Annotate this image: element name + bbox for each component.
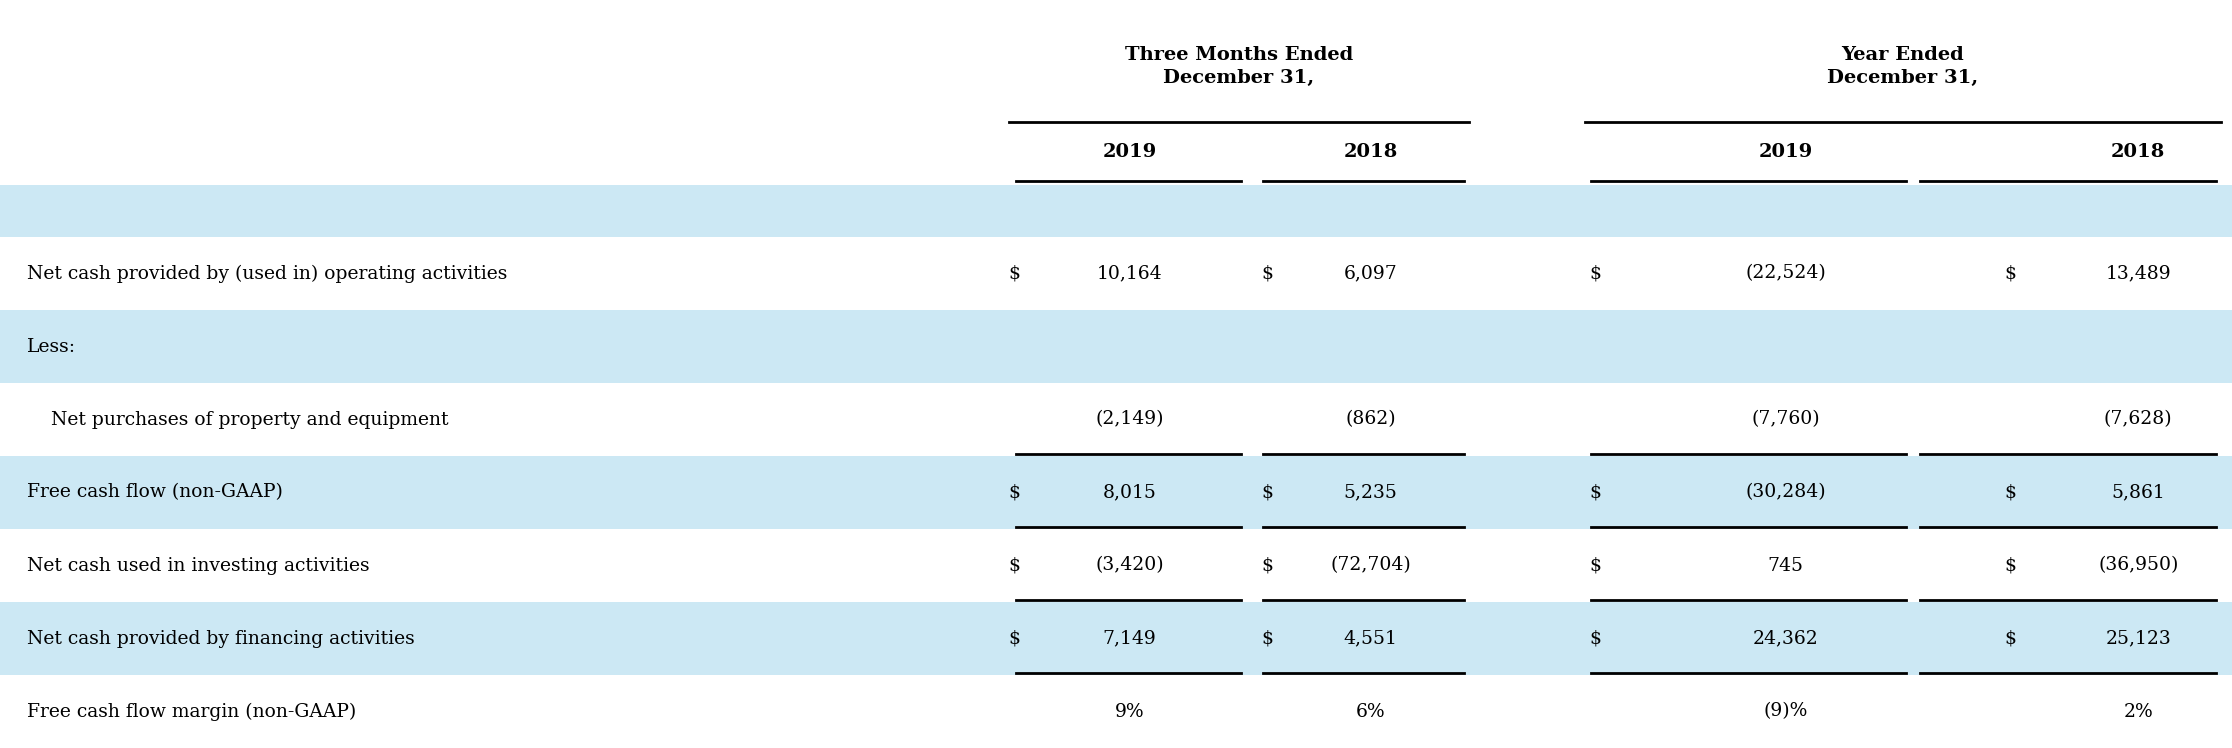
Text: $: $ <box>1589 265 1600 283</box>
Text: $: $ <box>2004 265 2015 283</box>
Bar <box>0 602 2232 675</box>
Text: 2%: 2% <box>2123 702 2154 720</box>
Text: 2019: 2019 <box>1103 143 1156 161</box>
Text: (30,284): (30,284) <box>1745 483 1826 501</box>
Bar <box>0 529 2232 602</box>
Text: $: $ <box>1589 557 1600 574</box>
Text: $: $ <box>1589 483 1600 501</box>
Text: Less:: Less: <box>27 337 76 355</box>
Text: (7,760): (7,760) <box>1752 411 1819 429</box>
Text: (72,704): (72,704) <box>1330 557 1411 574</box>
Text: $: $ <box>1261 483 1272 501</box>
Text: $: $ <box>2004 630 2015 648</box>
Text: 4,551: 4,551 <box>1344 630 1397 648</box>
Text: Net cash provided by financing activities: Net cash provided by financing activitie… <box>27 630 415 648</box>
Text: 5,861: 5,861 <box>2111 483 2165 501</box>
Text: 13,489: 13,489 <box>2105 265 2172 283</box>
Text: 6%: 6% <box>1355 702 1386 720</box>
Text: Year Ended
December 31,: Year Ended December 31, <box>1828 46 1978 87</box>
Text: (9)%: (9)% <box>1763 702 1808 720</box>
Text: 6,097: 6,097 <box>1344 265 1397 283</box>
Bar <box>0 456 2232 529</box>
Text: $: $ <box>1009 557 1020 574</box>
Bar <box>0 383 2232 456</box>
Text: Net cash provided by (used in) operating activities: Net cash provided by (used in) operating… <box>27 264 507 283</box>
Text: 2019: 2019 <box>1759 143 1812 161</box>
Bar <box>0 185 2232 237</box>
Text: 25,123: 25,123 <box>2105 630 2172 648</box>
Text: 745: 745 <box>1768 557 1803 574</box>
Text: $: $ <box>1009 483 1020 501</box>
Text: Three Months Ended
December 31,: Three Months Ended December 31, <box>1125 46 1353 87</box>
Text: (862): (862) <box>1346 411 1395 429</box>
Text: (2,149): (2,149) <box>1096 411 1163 429</box>
Bar <box>0 237 2232 310</box>
Text: (22,524): (22,524) <box>1745 265 1826 283</box>
Text: 24,362: 24,362 <box>1752 630 1819 648</box>
Text: 2018: 2018 <box>1344 143 1397 161</box>
Text: 9%: 9% <box>1114 702 1145 720</box>
Text: 10,164: 10,164 <box>1096 265 1163 283</box>
Text: $: $ <box>1261 265 1272 283</box>
Text: $: $ <box>1261 630 1272 648</box>
Text: (7,628): (7,628) <box>2105 411 2172 429</box>
Text: Free cash flow (non-GAAP): Free cash flow (non-GAAP) <box>27 483 283 501</box>
Text: Free cash flow margin (non-GAAP): Free cash flow margin (non-GAAP) <box>27 702 357 720</box>
Text: $: $ <box>2004 557 2015 574</box>
Text: 2018: 2018 <box>2111 143 2165 161</box>
Text: (36,950): (36,950) <box>2098 557 2178 574</box>
Text: $: $ <box>1589 630 1600 648</box>
Text: (3,420): (3,420) <box>1096 557 1163 574</box>
Bar <box>0 675 2232 748</box>
Text: $: $ <box>1009 265 1020 283</box>
Text: Net cash used in investing activities: Net cash used in investing activities <box>27 557 371 574</box>
Bar <box>0 310 2232 383</box>
Text: $: $ <box>1009 630 1020 648</box>
Text: $: $ <box>2004 483 2015 501</box>
Text: $: $ <box>1261 557 1272 574</box>
Text: 8,015: 8,015 <box>1103 483 1156 501</box>
Text: 5,235: 5,235 <box>1344 483 1397 501</box>
Text: Net purchases of property and equipment: Net purchases of property and equipment <box>27 411 449 429</box>
Text: 7,149: 7,149 <box>1103 630 1156 648</box>
